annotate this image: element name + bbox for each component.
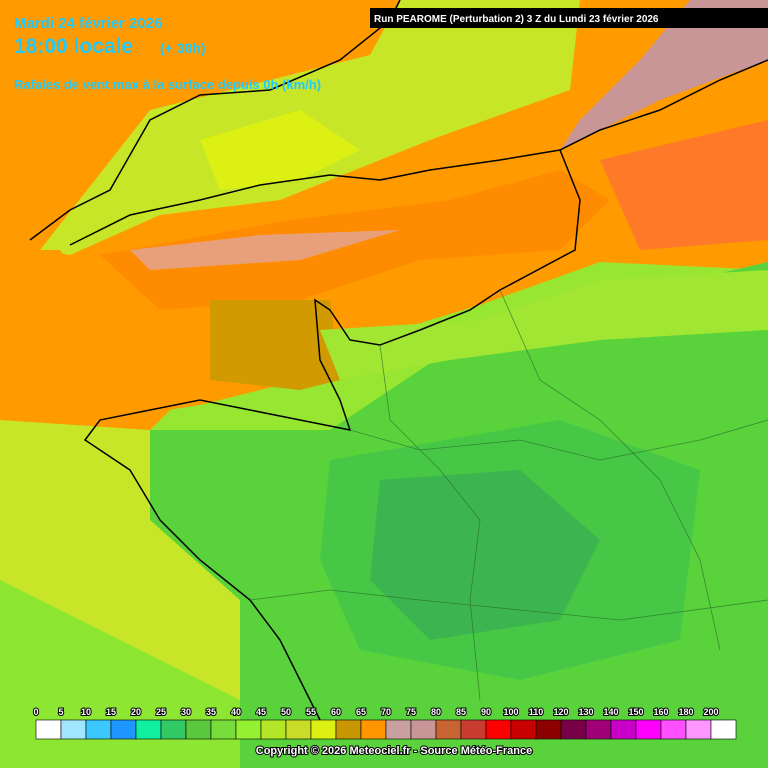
legend-swatch [235,719,262,740]
legend-label: 25 [156,707,166,717]
legend-swatch [60,719,87,740]
legend-swatch [385,719,412,740]
legend-swatch [185,719,212,740]
legend-swatch [635,719,662,740]
legend-label: 90 [481,707,491,717]
legend-label: 85 [456,707,466,717]
legend-swatch [210,719,237,740]
legend-swatch [85,719,112,740]
legend-label: 65 [356,707,366,717]
legend-swatch [35,719,62,740]
legend-swatch [510,719,537,740]
legend-swatch [160,719,187,740]
legend-label: 80 [431,707,441,717]
legend-swatch [585,719,612,740]
legend-swatch [285,719,312,740]
legend-label: 0 [33,707,38,717]
legend-swatch [685,719,712,740]
legend-swatch [310,719,337,740]
legend-label: 110 [529,707,544,717]
legend-swatch [110,719,137,740]
legend-label: 100 [503,707,518,717]
coastline [29,0,768,721]
legend-label: 120 [553,707,568,717]
legend-label: 70 [381,707,391,717]
legend-label: 50 [281,707,291,717]
legend-label: 160 [653,707,668,717]
lead-time: (+ 38h) [160,40,206,56]
legend-label: 75 [406,707,416,717]
legend-swatch [335,719,362,740]
legend-label: 15 [106,707,116,717]
legend-label: 30 [181,707,191,717]
forecast-date: Mardi 24 février 2026 [14,15,162,32]
borders [249,289,768,701]
legend-label: 150 [628,707,643,717]
legend-label: 45 [256,707,266,717]
run-info: Run PEAROME (Perturbation 2) 3 Z du Lund… [374,14,659,25]
copyright: Copyright © 2026 Meteociel.fr - Source M… [256,745,532,757]
legend-label: 60 [331,707,341,717]
legend-label: 140 [603,707,618,717]
legend-swatch [485,719,512,740]
legend-swatch [660,719,687,740]
legend-swatch [460,719,487,740]
legend-label: 180 [678,707,693,717]
legend-label: 35 [206,707,216,717]
legend-swatch [710,719,737,740]
forecast-time: 18:00 locale [14,35,133,58]
legend-swatch [535,719,562,740]
legend-label: 5 [58,707,63,717]
legend: 0 5 10 15 20 25 30 35 40 45 50 55 60 65 70 75 80 85 90 100 1… [32,706,737,740]
legend-label: 40 [231,707,241,717]
legend-swatch [435,719,462,740]
run-banner [370,8,768,28]
legend-label: 10 [81,707,91,717]
legend-swatch [410,719,437,740]
legend-label: 55 [306,707,316,717]
legend-label: 130 [578,707,593,717]
legend-label: 200 [703,707,718,717]
legend-swatch [360,719,387,740]
legend-label: 20 [131,707,141,717]
variable-title: Rafales de vent max à la surface depuis … [14,77,321,92]
legend-swatch [560,719,587,740]
legend-swatch [610,719,637,740]
legend-swatch [135,719,162,740]
legend-swatch [260,719,287,740]
